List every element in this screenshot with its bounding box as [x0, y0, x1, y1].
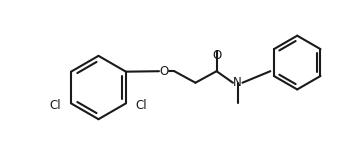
Text: O: O	[159, 65, 169, 78]
Text: Cl: Cl	[50, 99, 62, 112]
Text: O: O	[212, 49, 221, 62]
Text: Cl: Cl	[135, 99, 147, 112]
Text: N: N	[233, 76, 242, 89]
